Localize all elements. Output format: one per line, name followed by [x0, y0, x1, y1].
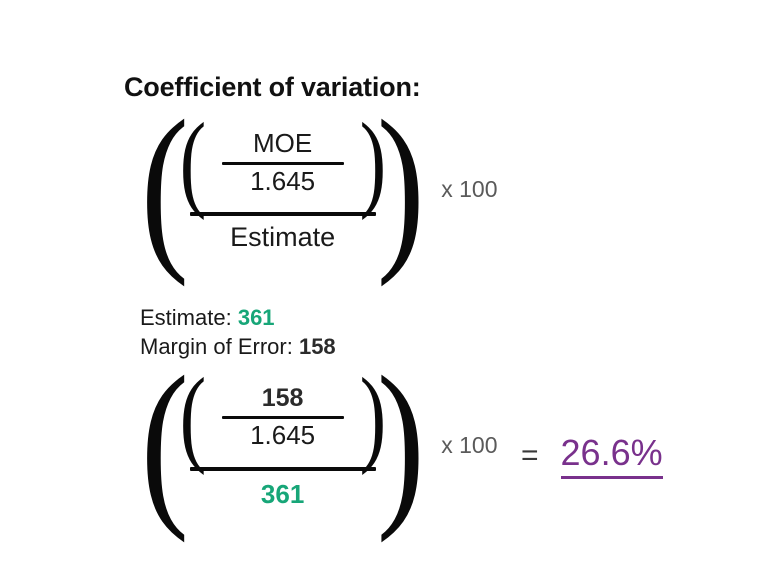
estimate-row: Estimate: 361 — [140, 303, 336, 332]
margin-of-error-value: 158 — [298, 334, 336, 360]
inner-close-paren-icon: ) — [359, 357, 386, 477]
outer-fraction: ( MOE 1.645 ) Estimate — [179, 108, 386, 252]
multiplier-label: x 100 — [441, 175, 498, 202]
equals-sign: = — [521, 438, 539, 472]
outer-fraction: ( 158 1.645 ) 361 — [179, 363, 386, 509]
inner-fraction: MOE 1.645 — [207, 128, 359, 197]
estimate-value: 361 — [237, 305, 275, 330]
outer-numerator: ( MOE 1.645 ) — [179, 102, 387, 222]
outer-numerator: ( 158 1.645 ) — [179, 357, 387, 477]
inner-denominator: 1.645 — [250, 165, 316, 196]
inner-fraction: 158 1.645 — [207, 384, 359, 451]
inner-open-paren-icon: ( — [179, 102, 206, 222]
inner-open-paren-icon: ( — [179, 357, 206, 477]
multiplier-label: x 100 — [441, 431, 498, 458]
result-expression: = 26.6% — [521, 432, 663, 479]
page-title: Coefficient of variation: — [124, 72, 421, 102]
outer-fraction-bar — [189, 211, 376, 216]
inner-numerator: MOE — [252, 127, 313, 158]
result-value: 26.6% — [560, 432, 663, 479]
margin-of-error-label: Margin of Error: — [140, 334, 293, 360]
formula-numeric: ( ( 158 1.645 ) 361 ) x 100 — [140, 339, 498, 544]
inner-numerator: 158 — [261, 383, 304, 412]
inner-fraction-bar — [221, 415, 344, 419]
inner-fraction-bar — [221, 161, 344, 165]
outer-close-paren-icon: ) — [376, 339, 425, 544]
values-list: Estimate: 361 Margin of Error: 158 — [140, 303, 336, 361]
outer-close-paren-icon: ) — [376, 83, 425, 288]
formula-symbolic: ( ( MOE 1.645 ) Estimate ) x 100 — [140, 83, 498, 288]
margin-of-error-row: Margin of Error: 158 — [140, 332, 336, 361]
outer-denominator: Estimate — [230, 221, 336, 252]
estimate-label: Estimate: — [140, 305, 232, 330]
outer-open-paren-icon: ( — [140, 339, 189, 544]
inner-denominator: 1.645 — [250, 419, 316, 450]
outer-fraction-bar — [189, 466, 376, 471]
outer-denominator: 361 — [260, 478, 305, 509]
inner-close-paren-icon: ) — [359, 102, 386, 222]
outer-open-paren-icon: ( — [140, 83, 189, 288]
